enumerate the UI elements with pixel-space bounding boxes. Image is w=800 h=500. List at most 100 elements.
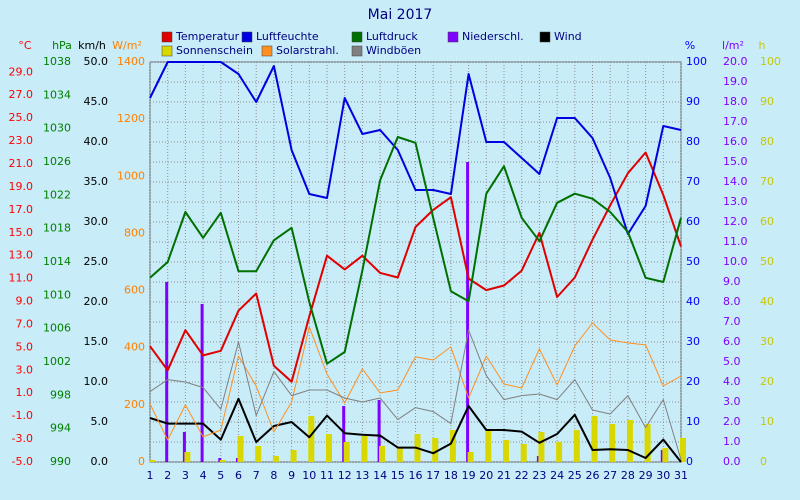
y-tick-label: 2.0 xyxy=(723,415,741,428)
y-tick-label: 0 xyxy=(686,455,693,468)
y-tick-label: 5.0 xyxy=(91,415,109,428)
y-tick-label: 990 xyxy=(50,455,71,468)
y-tick-label: 21.0 xyxy=(9,157,34,170)
y-tick-label: 1018 xyxy=(43,222,71,235)
bar xyxy=(520,444,527,462)
x-tick-label: 15 xyxy=(391,469,405,482)
x-tick-label: 16 xyxy=(409,469,423,482)
y-tick-label: 80 xyxy=(686,135,700,148)
bar xyxy=(644,424,651,462)
bar xyxy=(182,432,186,462)
y-tick-label: 9.0 xyxy=(723,275,741,288)
y-tick-label: 25.0 xyxy=(9,111,34,124)
y-tick-label: 3.0 xyxy=(723,395,741,408)
bar xyxy=(432,438,439,462)
y-tick-label: 40.0 xyxy=(84,135,109,148)
y-tick-label: 1026 xyxy=(43,155,71,168)
axis-unit-label: h xyxy=(759,39,766,52)
x-tick-label: 26 xyxy=(586,469,600,482)
y-tick-label: 70 xyxy=(760,175,774,188)
bar xyxy=(165,282,169,462)
y-tick-label: 10.0 xyxy=(723,255,748,268)
y-tick-label: 3.0 xyxy=(16,363,34,376)
x-tick-label: 5 xyxy=(217,469,224,482)
y-tick-label: -5.0 xyxy=(12,455,33,468)
y-tick-label: 10 xyxy=(686,415,700,428)
x-tick-label: 14 xyxy=(373,469,387,482)
axis-unit-label: km/h xyxy=(78,39,106,52)
legend-swatch xyxy=(447,31,459,43)
y-tick-label: 90 xyxy=(686,95,700,108)
y-tick-label: 15.0 xyxy=(723,155,748,168)
line xyxy=(149,329,682,460)
x-tick-label: 3 xyxy=(182,469,189,482)
y-tick-label: 15.0 xyxy=(84,335,109,348)
x-tick-label: 25 xyxy=(568,469,582,482)
y-tick-label: 10 xyxy=(760,415,774,428)
bar xyxy=(361,436,368,462)
legend-label: Wind xyxy=(554,30,582,43)
y-tick-label: 400 xyxy=(124,341,145,354)
legend-label: Temperatur xyxy=(175,30,240,43)
x-tick-label: 4 xyxy=(200,469,207,482)
bar xyxy=(377,400,381,462)
y-tick-label: 17.0 xyxy=(723,115,748,128)
bar xyxy=(449,430,456,462)
line xyxy=(149,151,682,383)
x-tick-label: 24 xyxy=(550,469,564,482)
bar xyxy=(626,420,633,462)
bar xyxy=(272,456,279,462)
axis-unit-label: °C xyxy=(18,39,32,52)
y-tick-label: 20.0 xyxy=(723,55,748,68)
bar xyxy=(466,162,470,462)
y-tick-label: 14.0 xyxy=(723,175,748,188)
axis-unit-label: % xyxy=(685,39,695,52)
y-tick-label: 60 xyxy=(760,215,774,228)
legend-swatch xyxy=(351,45,363,57)
y-tick-label: 600 xyxy=(124,284,145,297)
y-tick-label: 35.0 xyxy=(84,175,109,188)
x-tick-label: 1 xyxy=(147,469,154,482)
y-tick-label: 1.0 xyxy=(16,386,34,399)
x-tick-label: 10 xyxy=(302,469,316,482)
bar xyxy=(485,430,492,462)
y-tick-label: 20.0 xyxy=(84,295,109,308)
y-tick-label: 8.0 xyxy=(723,295,741,308)
legend-label: Luftdruck xyxy=(366,30,418,43)
bar xyxy=(379,446,386,462)
y-tick-label: 30.0 xyxy=(84,215,109,228)
bar xyxy=(184,452,191,462)
bar xyxy=(503,440,509,462)
y-tick-label: 70 xyxy=(686,175,700,188)
x-tick-label: 12 xyxy=(338,469,352,482)
y-tick-label: 200 xyxy=(124,398,145,411)
x-tick-label: 22 xyxy=(515,469,529,482)
bar xyxy=(573,430,580,462)
y-tick-label: 50.0 xyxy=(84,55,109,68)
bar xyxy=(396,448,403,462)
bar xyxy=(200,304,204,462)
bar xyxy=(290,450,297,462)
bar xyxy=(538,432,545,462)
y-tick-label: 13.0 xyxy=(723,195,748,208)
y-tick-label: 17.0 xyxy=(9,203,34,216)
y-tick-label: 1200 xyxy=(117,112,145,125)
y-tick-label: 18.0 xyxy=(723,95,748,108)
y-tick-label: 1002 xyxy=(43,355,71,368)
y-tick-label: 30 xyxy=(760,335,774,348)
y-tick-label: 50 xyxy=(686,255,700,268)
y-tick-label: 0 xyxy=(138,455,145,468)
y-tick-label: -1.0 xyxy=(12,409,33,422)
y-tick-label: 60 xyxy=(686,215,700,228)
y-tick-label: 7.0 xyxy=(16,317,34,330)
legend-label: Solarstrahl. xyxy=(276,44,339,57)
y-tick-label: 1014 xyxy=(43,255,71,268)
y-tick-label: 6.0 xyxy=(723,335,741,348)
legend-label: Luftfeuchte xyxy=(256,30,319,43)
axis-unit-label: hPa xyxy=(52,39,72,52)
x-tick-label: 2 xyxy=(164,469,171,482)
y-tick-label: 4.0 xyxy=(723,375,741,388)
y-tick-label: 998 xyxy=(50,388,71,401)
y-tick-label: 20 xyxy=(760,375,774,388)
